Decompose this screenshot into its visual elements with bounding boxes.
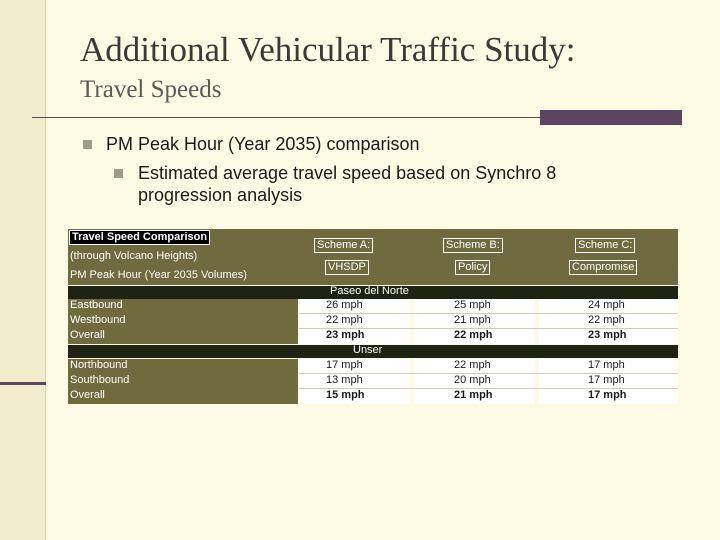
bullet-level1-text: PM Peak Hour (Year 2035) comparison: [106, 134, 420, 154]
scheme-b-desc: Policy: [455, 260, 490, 275]
divider-accent-box: [540, 110, 682, 125]
cell-value: 25 mph: [454, 299, 491, 312]
cell-value: 21 mph: [454, 314, 491, 327]
section-name-unser: Unser: [353, 344, 382, 357]
row-label: Overall: [70, 389, 105, 402]
travel-speed-table: Travel Speed Comparison (through Volcano…: [68, 229, 678, 404]
bullet-level2-text: Estimated average travel speed based on …: [138, 162, 634, 206]
scheme-b-name: Scheme B:: [443, 238, 503, 253]
cell-value: 17 mph: [588, 359, 625, 372]
cell-value: 15 mph: [326, 389, 365, 402]
cell-value: 21 mph: [454, 389, 493, 402]
scheme-c-name: Scheme C:: [575, 238, 635, 253]
scheme-c-desc: Compromise: [569, 260, 637, 275]
left-decor-band: [0, 0, 46, 540]
scheme-a-desc: VHSDP: [325, 260, 369, 275]
row-label: Eastbound: [70, 299, 123, 312]
cell-value: 20 mph: [454, 374, 491, 387]
cell-value: 22 mph: [454, 359, 491, 372]
cell-value: 24 mph: [588, 299, 625, 312]
left-accent-rule: [0, 382, 46, 385]
cell-value: 17 mph: [588, 374, 625, 387]
cell-value: 13 mph: [326, 374, 363, 387]
cell-value: 22 mph: [326, 314, 363, 327]
row-label: Southbound: [70, 374, 129, 387]
cell-value: 23 mph: [588, 329, 627, 342]
bullet-level2: Estimated average travel speed based on …: [114, 162, 634, 206]
cell-value: 17 mph: [588, 389, 627, 402]
table-subtitle: (through Volcano Heights): [70, 250, 197, 263]
cell-value: 23 mph: [326, 329, 365, 342]
slide-title: Additional Vehicular Traffic Study:: [80, 30, 576, 70]
scheme-a-name: Scheme A:: [314, 238, 373, 253]
row-label: Overall: [70, 329, 105, 342]
cell-value: 22 mph: [454, 329, 493, 342]
cell-value: 26 mph: [326, 299, 363, 312]
slide-subtitle: Travel Speeds: [80, 76, 221, 104]
bullet-level1: PM Peak Hour (Year 2035) comparison: [83, 133, 420, 155]
table-period: PM Peak Hour (Year 2035 Volumes): [70, 269, 247, 282]
row-label: Northbound: [70, 359, 128, 372]
square-bullet-icon: [114, 169, 123, 178]
row-label: Westbound: [70, 314, 125, 327]
square-bullet-icon: [83, 140, 92, 149]
table-title: Travel Speed Comparison: [69, 230, 210, 245]
cell-value: 22 mph: [588, 314, 625, 327]
cell-value: 17 mph: [326, 359, 363, 372]
section-name-paseo: Paseo del Norte: [330, 285, 409, 298]
